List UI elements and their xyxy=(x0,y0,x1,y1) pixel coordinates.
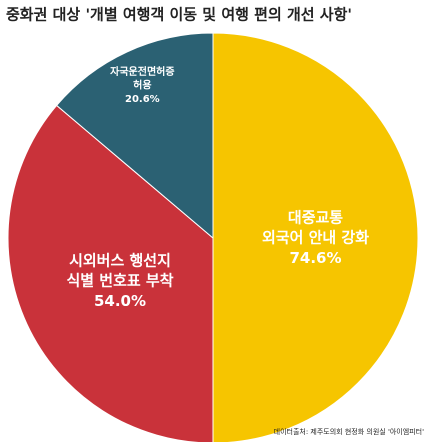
value-label: 74.6% xyxy=(289,249,341,267)
pie-slice xyxy=(55,32,214,240)
slice-label: 허용 xyxy=(133,78,151,91)
value-label: 54.0% xyxy=(94,292,146,310)
value-label: 20.6% xyxy=(125,94,160,105)
slice-label: 식별 번호표 부착 xyxy=(66,272,173,290)
slice-label: 외국어 안내 강화 xyxy=(262,229,369,247)
pie-slice xyxy=(7,104,214,442)
source-note: 데이터출처: 제주도의회 현정화 의원실 '아이엠피터' xyxy=(274,427,424,436)
slice-label: 대중교통 xyxy=(288,208,343,226)
pie-slice xyxy=(212,32,419,442)
chart-title: 중화권 대상 '개별 여행객 이동 및 여행 편의 개선 사항' xyxy=(6,6,352,24)
slice-label: 자국운전면허증 xyxy=(110,65,174,78)
slice-label: 시외버스 행선지 xyxy=(69,251,171,269)
